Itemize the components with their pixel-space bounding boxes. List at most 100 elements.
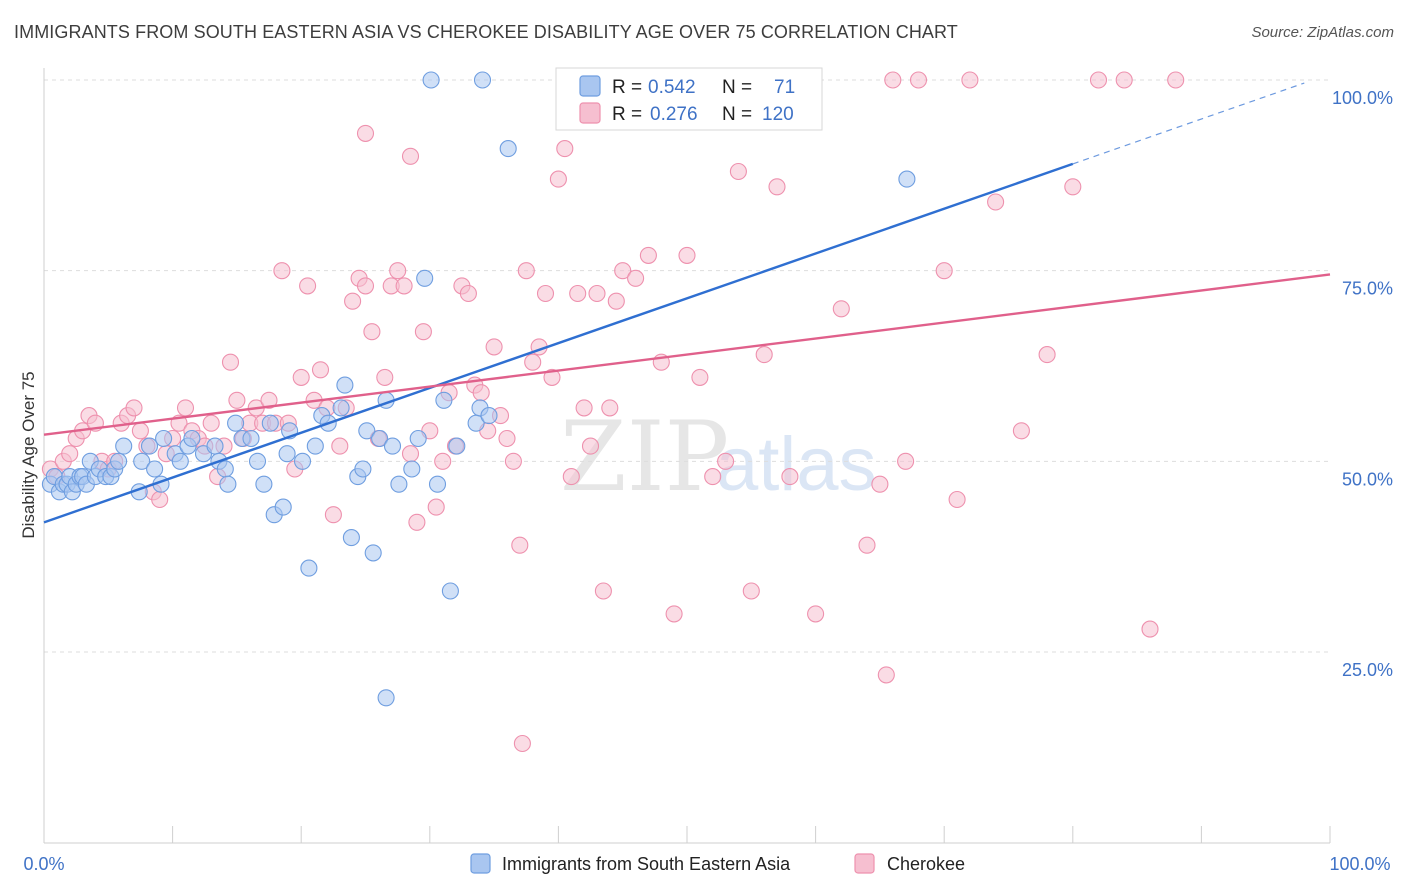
point-cherokee bbox=[311, 361, 330, 379]
trend-line-cherokee bbox=[43, 273, 1331, 436]
point-cherokee bbox=[228, 391, 246, 409]
point-cherokee bbox=[221, 353, 240, 371]
point-sea bbox=[428, 475, 447, 493]
point-cherokee bbox=[909, 71, 928, 89]
point-sea bbox=[183, 429, 201, 448]
point-sea bbox=[300, 559, 318, 577]
series-cherokee-points bbox=[41, 71, 1185, 753]
point-cherokee bbox=[987, 193, 1005, 211]
point-sea bbox=[133, 452, 151, 470]
point-cherokee bbox=[434, 452, 452, 470]
point-sea bbox=[293, 452, 312, 470]
point-sea bbox=[416, 269, 434, 287]
point-sea bbox=[261, 414, 279, 432]
stats-legend-swatch-pink bbox=[579, 102, 601, 124]
point-sea bbox=[115, 437, 133, 455]
point-cherokee bbox=[871, 475, 889, 493]
point-cherokee bbox=[961, 71, 979, 89]
point-cherokee bbox=[768, 178, 786, 196]
point-cherokee bbox=[427, 498, 445, 516]
point-cherokee bbox=[459, 284, 477, 303]
point-cherokee bbox=[897, 452, 915, 470]
point-cherokee bbox=[884, 71, 902, 89]
point-cherokee bbox=[601, 399, 619, 417]
point-sea bbox=[255, 475, 273, 493]
stats-n-value-blue: 71 bbox=[774, 77, 795, 98]
point-sea bbox=[227, 414, 245, 432]
point-cherokee bbox=[260, 391, 278, 409]
point-cherokee bbox=[1115, 71, 1133, 89]
point-cherokee bbox=[543, 368, 561, 386]
point-sea bbox=[898, 170, 916, 188]
y-tick-label: 50.0% bbox=[1342, 469, 1393, 489]
point-cherokee bbox=[131, 422, 149, 440]
legend-swatch-sea bbox=[470, 853, 491, 874]
point-sea bbox=[390, 475, 408, 493]
point-cherokee bbox=[202, 414, 220, 432]
stats-n-label-pink: N = bbox=[722, 104, 752, 125]
point-cherokee bbox=[1064, 178, 1082, 196]
point-cherokee bbox=[755, 346, 773, 364]
point-cherokee bbox=[151, 490, 169, 509]
point-sea bbox=[278, 445, 296, 463]
y-axis-tick-labels: 25.0% 50.0% 75.0% 100.0% bbox=[1332, 88, 1393, 680]
trend-line-sea bbox=[43, 162, 1074, 524]
point-sea bbox=[274, 498, 292, 516]
point-cherokee bbox=[665, 605, 683, 623]
stats-n-label-blue: N = bbox=[722, 77, 752, 98]
point-sea bbox=[473, 71, 492, 89]
stats-r-label-pink: R = bbox=[612, 104, 642, 125]
point-sea bbox=[248, 452, 267, 470]
point-sea bbox=[435, 391, 453, 409]
point-cherokee bbox=[581, 437, 600, 455]
point-cherokee bbox=[1141, 620, 1159, 638]
point-sea bbox=[332, 399, 350, 417]
point-sea bbox=[171, 452, 189, 470]
point-sea bbox=[242, 429, 260, 448]
point-cherokee bbox=[678, 246, 696, 264]
point-sea bbox=[354, 460, 372, 478]
point-sea bbox=[342, 529, 360, 547]
y-axis-title: Disability Age Over 75 bbox=[19, 371, 38, 538]
point-cherokee bbox=[704, 468, 722, 486]
point-cherokee bbox=[498, 429, 516, 448]
stats-legend: R = 0.542 N = 71 R = 0.276 N = 120 bbox=[555, 67, 823, 131]
point-sea bbox=[422, 71, 440, 89]
point-cherokee bbox=[176, 399, 195, 417]
point-cherokee bbox=[569, 284, 587, 303]
point-cherokee bbox=[556, 140, 574, 158]
point-cherokee bbox=[536, 284, 555, 303]
legend-swatch-cherokee bbox=[854, 853, 875, 874]
point-sea bbox=[480, 407, 498, 425]
point-sea bbox=[364, 544, 382, 562]
point-cherokee bbox=[1012, 422, 1030, 440]
stats-r-label-blue: R = bbox=[612, 77, 642, 98]
watermark-zip: ZIP bbox=[560, 401, 729, 513]
point-cherokee bbox=[832, 300, 850, 318]
watermark: ZIP atlas bbox=[560, 401, 877, 513]
trend-line-sea-extension bbox=[1072, 82, 1305, 165]
x-tick-label-max: 100.0% bbox=[1329, 854, 1390, 874]
point-sea bbox=[219, 475, 237, 493]
point-sea bbox=[371, 429, 389, 448]
point-sea bbox=[403, 460, 421, 478]
trend-lines bbox=[43, 82, 1331, 524]
point-sea bbox=[216, 460, 234, 478]
point-cherokee bbox=[627, 269, 645, 287]
stats-n-value-pink: 120 bbox=[762, 104, 794, 125]
point-sea bbox=[448, 437, 466, 455]
point-sea bbox=[140, 437, 159, 455]
stats-r-value-pink: 0.276 bbox=[650, 104, 698, 125]
point-cherokee bbox=[614, 262, 632, 280]
point-cherokee bbox=[356, 124, 375, 142]
x-axis-ticks bbox=[43, 826, 1331, 843]
point-cherokee bbox=[408, 513, 426, 531]
bottom-legend: Immigrants from South Eastern Asia Chero… bbox=[470, 853, 965, 874]
point-cherokee bbox=[594, 582, 612, 600]
point-cherokee bbox=[401, 445, 420, 463]
point-cherokee bbox=[877, 666, 895, 684]
point-cherokee bbox=[717, 452, 735, 470]
point-sea bbox=[146, 460, 164, 478]
point-cherokee bbox=[395, 277, 413, 295]
point-sea bbox=[306, 437, 324, 455]
